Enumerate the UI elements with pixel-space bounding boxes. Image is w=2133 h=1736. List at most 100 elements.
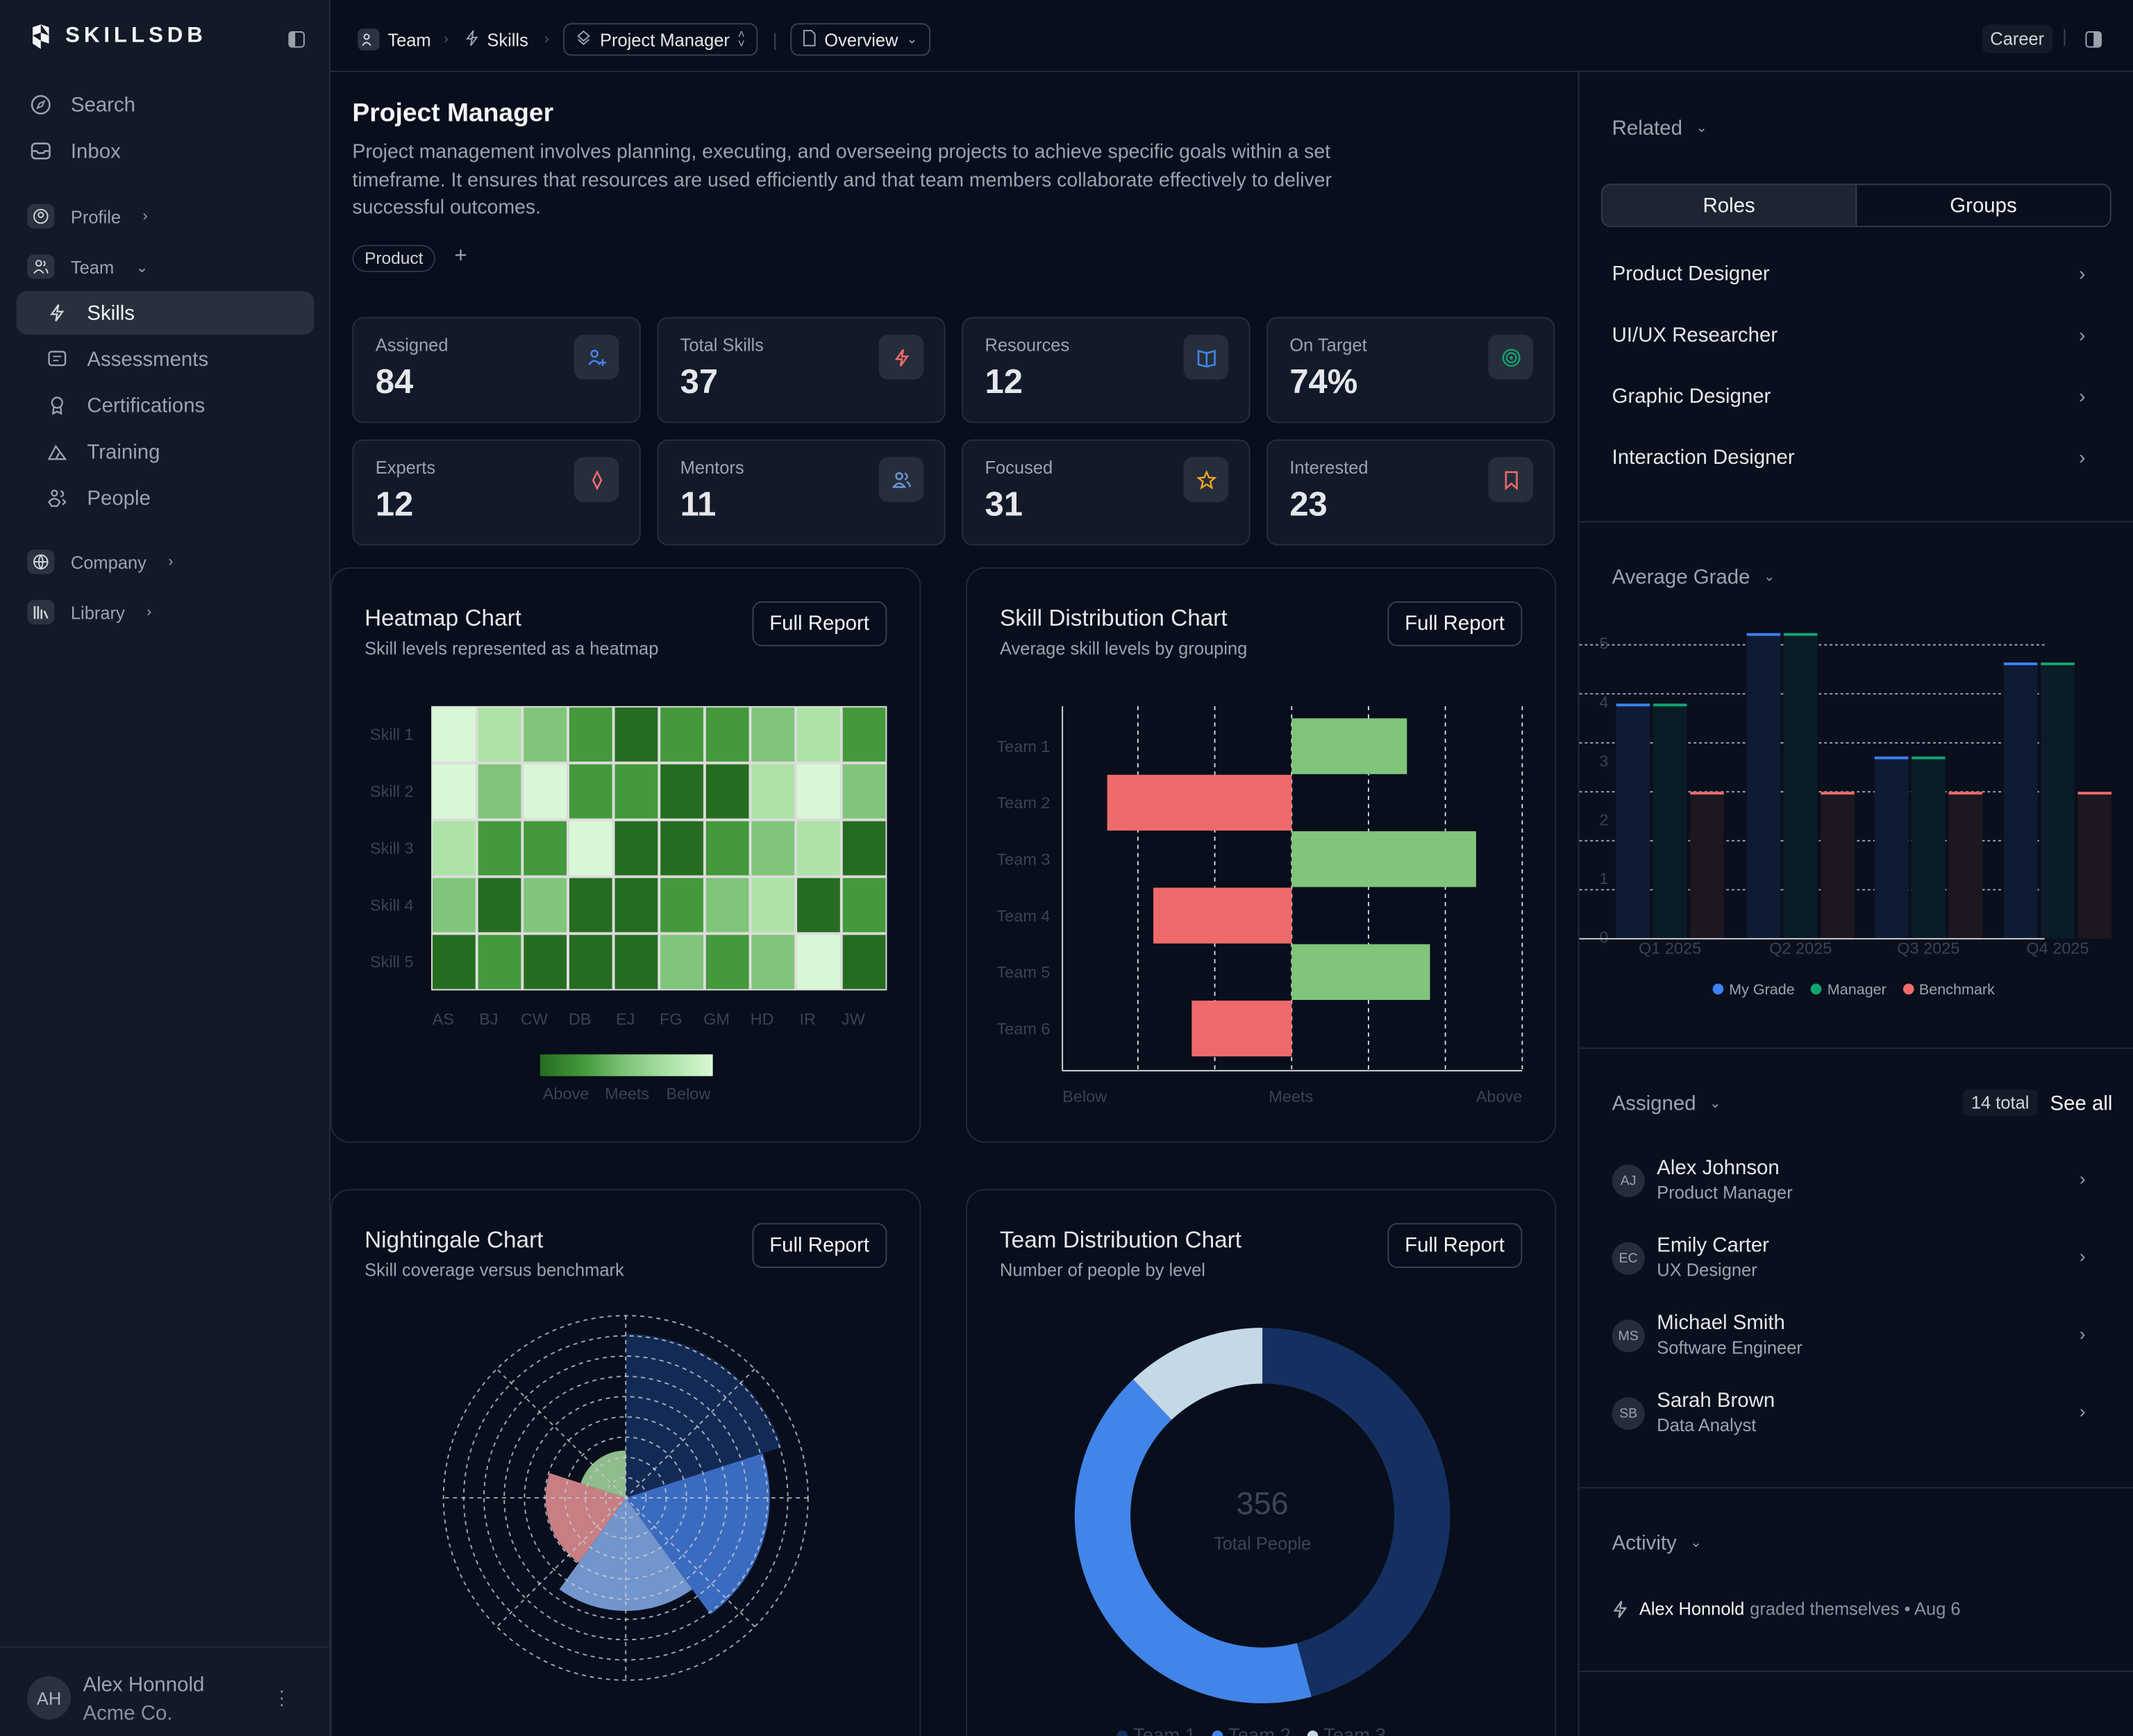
bar[interactable] bbox=[1783, 633, 1818, 939]
donut-segment[interactable] bbox=[1074, 1379, 1312, 1703]
related-role-item[interactable]: UI/UX Researcher › bbox=[1612, 324, 2102, 347]
heatmap-cell[interactable] bbox=[524, 764, 567, 819]
bar[interactable] bbox=[1291, 718, 1407, 774]
stat-card-total-skills[interactable]: Total Skills 37 bbox=[657, 317, 946, 424]
donut-segment[interactable] bbox=[1262, 1328, 1450, 1697]
full-report-button[interactable]: Full Report bbox=[751, 1223, 887, 1268]
bar[interactable] bbox=[1821, 792, 1855, 939]
breadcrumb-team[interactable]: Team bbox=[358, 23, 431, 56]
sidebar-item-people[interactable]: People bbox=[17, 476, 315, 520]
heatmap-cell[interactable] bbox=[569, 878, 612, 933]
bar[interactable] bbox=[1291, 831, 1476, 887]
stat-card-resources[interactable]: Resources 12 bbox=[962, 317, 1250, 424]
heatmap-cell[interactable] bbox=[433, 764, 476, 819]
heatmap-cell[interactable] bbox=[705, 764, 749, 819]
toggle-right-panel-button[interactable] bbox=[2085, 30, 2102, 54]
tab-groups[interactable]: Groups bbox=[1950, 194, 2017, 217]
heatmap-cell[interactable] bbox=[842, 821, 886, 876]
heatmap-cell[interactable] bbox=[751, 935, 795, 990]
tab-roles[interactable]: Roles bbox=[1602, 185, 1857, 226]
role-selector[interactable]: Project Manager ˄ ˅ bbox=[563, 23, 758, 56]
heatmap-cell[interactable] bbox=[569, 764, 612, 819]
view-selector[interactable]: Overview ⌄ bbox=[790, 23, 930, 56]
heatmap-cell[interactable] bbox=[524, 878, 567, 933]
heatmap-cell[interactable] bbox=[614, 935, 658, 990]
see-all-link[interactable]: See all bbox=[2050, 1092, 2113, 1116]
stat-card-assigned[interactable]: Assigned 84 bbox=[352, 317, 641, 424]
heatmap-cell[interactable] bbox=[478, 821, 521, 876]
user-avatar[interactable]: AH bbox=[27, 1676, 71, 1720]
heatmap-cell[interactable] bbox=[797, 935, 840, 990]
breadcrumb-skills[interactable]: Skills bbox=[465, 23, 528, 56]
heatmap-cell[interactable] bbox=[614, 707, 658, 762]
heatmap-cell[interactable] bbox=[524, 707, 567, 762]
full-report-button[interactable]: Full Report bbox=[1387, 601, 1523, 646]
heatmap-cell[interactable] bbox=[705, 878, 749, 933]
heatmap-cell[interactable] bbox=[478, 935, 521, 990]
assigned-person-item[interactable]: AJ Alex Johnson Product Manager › bbox=[1612, 1156, 2102, 1212]
heatmap-cell[interactable] bbox=[433, 821, 476, 876]
sidebar-item-training[interactable]: Training bbox=[17, 430, 315, 474]
sidebar-item-inbox[interactable]: Inbox bbox=[27, 137, 121, 165]
bar[interactable] bbox=[1746, 633, 1781, 939]
heatmap-cell[interactable] bbox=[614, 764, 658, 819]
more-options-icon[interactable]: · · · bbox=[278, 1680, 285, 1714]
heatmap-cell[interactable] bbox=[524, 821, 567, 876]
heatmap-cell[interactable] bbox=[433, 935, 476, 990]
heatmap-cell[interactable] bbox=[433, 878, 476, 933]
sidebar-group-company[interactable]: Company › bbox=[27, 549, 173, 574]
assigned-person-item[interactable]: SB Sarah Brown Data Analyst › bbox=[1612, 1389, 2102, 1444]
heatmap-cell[interactable] bbox=[660, 935, 703, 990]
heatmap-cell[interactable] bbox=[524, 935, 567, 990]
stat-card-on-target[interactable]: On Target 74% bbox=[1266, 317, 1555, 424]
full-report-button[interactable]: Full Report bbox=[1387, 1223, 1523, 1268]
add-tag-button[interactable]: + bbox=[454, 244, 467, 268]
heatmap-cell[interactable] bbox=[660, 707, 703, 762]
assigned-person-item[interactable]: EC Emily Carter UX Designer › bbox=[1612, 1234, 2102, 1290]
nightingale-sector[interactable] bbox=[626, 1333, 782, 1499]
heatmap-cell[interactable] bbox=[751, 821, 795, 876]
heatmap-cell[interactable] bbox=[751, 764, 795, 819]
tag-product[interactable]: Product bbox=[352, 244, 436, 272]
sidebar-group-profile[interactable]: Profile › bbox=[27, 203, 148, 229]
sidebar-group-team[interactable]: Team ⌄ bbox=[27, 254, 149, 279]
stat-card-mentors[interactable]: Mentors 11 bbox=[657, 439, 946, 546]
related-role-item[interactable]: Graphic Designer › bbox=[1612, 385, 2102, 408]
heatmap-cell[interactable] bbox=[705, 821, 749, 876]
heatmap-cell[interactable] bbox=[660, 821, 703, 876]
sidebar-item-certifications[interactable]: Certifications bbox=[17, 383, 315, 427]
heatmap-cell[interactable] bbox=[569, 935, 612, 990]
full-report-button[interactable]: Full Report bbox=[751, 601, 887, 646]
heatmap-cell[interactable] bbox=[614, 878, 658, 933]
sidebar-item-skills[interactable]: Skills bbox=[16, 291, 315, 335]
bar[interactable] bbox=[1153, 887, 1292, 944]
heatmap-cell[interactable] bbox=[705, 935, 749, 990]
heatmap-cell[interactable] bbox=[842, 707, 886, 762]
activity-header[interactable]: Activity ⌄ bbox=[1612, 1532, 1702, 1555]
heatmap-cell[interactable] bbox=[797, 878, 840, 933]
bar[interactable] bbox=[1690, 792, 1724, 939]
heatmap-cell[interactable] bbox=[751, 707, 795, 762]
average-grade-header[interactable]: Average Grade ⌄ bbox=[1612, 566, 1775, 589]
assigned-person-item[interactable]: MS Michael Smith Software Engineer › bbox=[1612, 1312, 2102, 1367]
bar[interactable] bbox=[1107, 774, 1292, 831]
heatmap-cell[interactable] bbox=[569, 821, 612, 876]
heatmap-cell[interactable] bbox=[660, 764, 703, 819]
sidebar-group-library[interactable]: Library › bbox=[27, 600, 151, 625]
heatmap-cell[interactable] bbox=[842, 878, 886, 933]
bar[interactable] bbox=[1948, 792, 1982, 939]
collapse-sidebar-button[interactable] bbox=[288, 30, 305, 54]
sidebar-item-assessments[interactable]: Assessments bbox=[17, 337, 315, 381]
bar[interactable] bbox=[2003, 662, 2038, 939]
heatmap-cell[interactable] bbox=[478, 764, 521, 819]
heatmap-cell[interactable] bbox=[842, 764, 886, 819]
heatmap-cell[interactable] bbox=[797, 707, 840, 762]
bar[interactable] bbox=[1616, 703, 1650, 939]
bar[interactable] bbox=[1191, 1000, 1292, 1057]
nightingale-sector[interactable] bbox=[626, 1453, 770, 1614]
heatmap-cell[interactable] bbox=[842, 935, 886, 990]
bar[interactable] bbox=[2041, 662, 2075, 939]
logo[interactable]: SKILLSDB bbox=[27, 24, 207, 49]
activity-actor[interactable]: Alex Honnold bbox=[1639, 1599, 1745, 1619]
bar[interactable] bbox=[1653, 703, 1687, 939]
